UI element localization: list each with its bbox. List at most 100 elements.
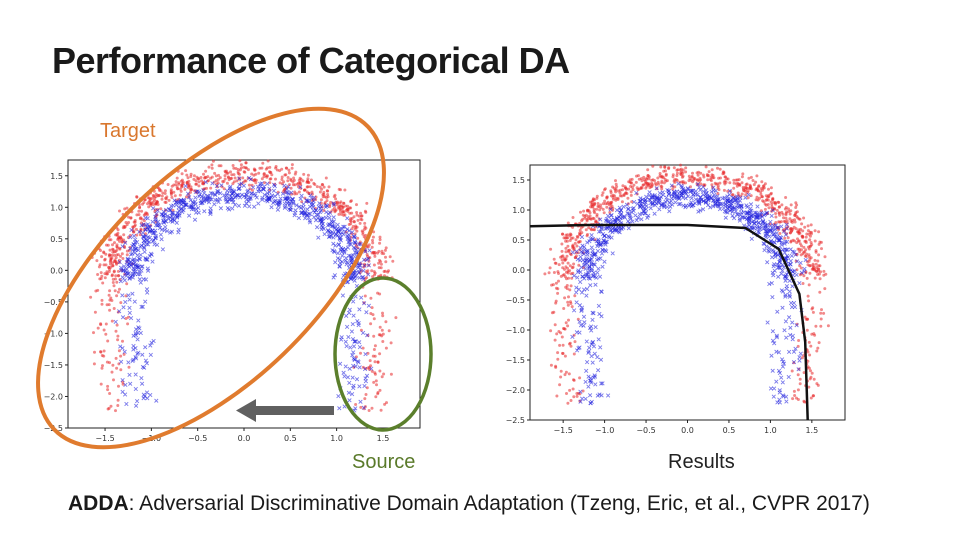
data-point — [780, 305, 785, 310]
data-point — [141, 396, 146, 401]
data-point — [244, 161, 248, 165]
data-point — [304, 198, 310, 204]
data-point — [247, 204, 252, 209]
data-point — [171, 203, 176, 208]
data-point — [176, 230, 181, 235]
data-point — [389, 341, 393, 345]
data-point — [366, 303, 372, 308]
data-point — [310, 202, 316, 207]
data-point — [144, 361, 150, 366]
data-point — [790, 369, 794, 373]
data-point — [784, 239, 790, 245]
data-point — [599, 226, 604, 232]
data-point — [345, 236, 350, 241]
data-point — [298, 180, 302, 184]
data-point — [120, 275, 125, 280]
data-point — [168, 230, 173, 235]
data-point — [571, 216, 575, 219]
data-point — [313, 218, 319, 223]
data-point — [768, 386, 774, 391]
data-point — [797, 280, 802, 286]
data-point — [115, 294, 119, 298]
data-point — [812, 377, 816, 381]
data-point — [99, 382, 103, 386]
data-point — [309, 178, 313, 182]
data-point — [575, 244, 579, 248]
data-point — [598, 256, 603, 261]
data-point — [96, 326, 100, 330]
data-point — [588, 376, 593, 381]
data-point — [763, 207, 767, 211]
data-point — [282, 201, 287, 206]
data-point — [116, 334, 120, 338]
data-point — [696, 209, 701, 214]
data-point — [589, 205, 593, 209]
data-point — [123, 240, 128, 245]
data-point — [722, 188, 726, 192]
data-point — [96, 288, 100, 292]
data-point — [703, 188, 709, 193]
data-point — [264, 198, 269, 203]
data-point — [792, 304, 798, 310]
data-point — [344, 324, 350, 330]
data-point — [554, 364, 558, 368]
data-point — [161, 215, 167, 220]
data-point — [759, 192, 763, 196]
data-point — [774, 212, 778, 215]
data-point — [672, 179, 676, 183]
data-point — [679, 163, 682, 167]
data-point — [578, 245, 583, 251]
data-point — [565, 392, 568, 395]
y-tick-label: −2.0 — [44, 392, 63, 401]
data-point — [571, 236, 575, 240]
data-point — [713, 203, 718, 208]
data-point — [114, 329, 118, 333]
data-point — [581, 323, 586, 328]
data-point — [142, 246, 147, 251]
data-point — [342, 201, 346, 205]
data-point — [634, 218, 639, 223]
data-point — [574, 300, 579, 305]
data-point — [208, 211, 213, 217]
data-point — [597, 205, 601, 209]
data-point — [128, 315, 134, 321]
data-point — [722, 209, 727, 214]
data-point — [595, 214, 599, 218]
data-point — [819, 317, 823, 321]
data-point — [602, 233, 607, 239]
data-point — [256, 187, 262, 192]
data-point — [169, 188, 173, 192]
data-point — [366, 263, 372, 268]
data-point — [556, 270, 560, 274]
data-point — [585, 234, 589, 238]
data-point — [123, 207, 127, 211]
data-point — [819, 324, 823, 328]
data-point — [710, 168, 714, 172]
data-point — [280, 167, 284, 171]
data-point — [774, 379, 779, 384]
data-point — [207, 165, 211, 169]
data-point — [347, 398, 352, 403]
data-point — [369, 364, 373, 368]
x-tick-label: −1.5 — [95, 434, 114, 443]
data-point — [353, 406, 358, 411]
data-point — [169, 191, 173, 195]
data-point — [752, 221, 757, 226]
data-point — [262, 175, 266, 179]
data-point — [629, 209, 634, 215]
data-point — [258, 166, 262, 170]
data-point — [598, 357, 604, 362]
data-point — [695, 182, 701, 187]
data-point — [331, 202, 337, 207]
data-point — [161, 209, 166, 214]
data-point — [647, 190, 652, 195]
data-point — [679, 193, 684, 198]
data-point — [646, 174, 650, 178]
data-point — [673, 185, 677, 189]
data-point — [777, 370, 783, 376]
data-point — [770, 338, 776, 343]
data-point — [316, 235, 321, 240]
data-point — [584, 368, 589, 374]
data-point — [109, 238, 113, 242]
data-point — [654, 186, 659, 191]
